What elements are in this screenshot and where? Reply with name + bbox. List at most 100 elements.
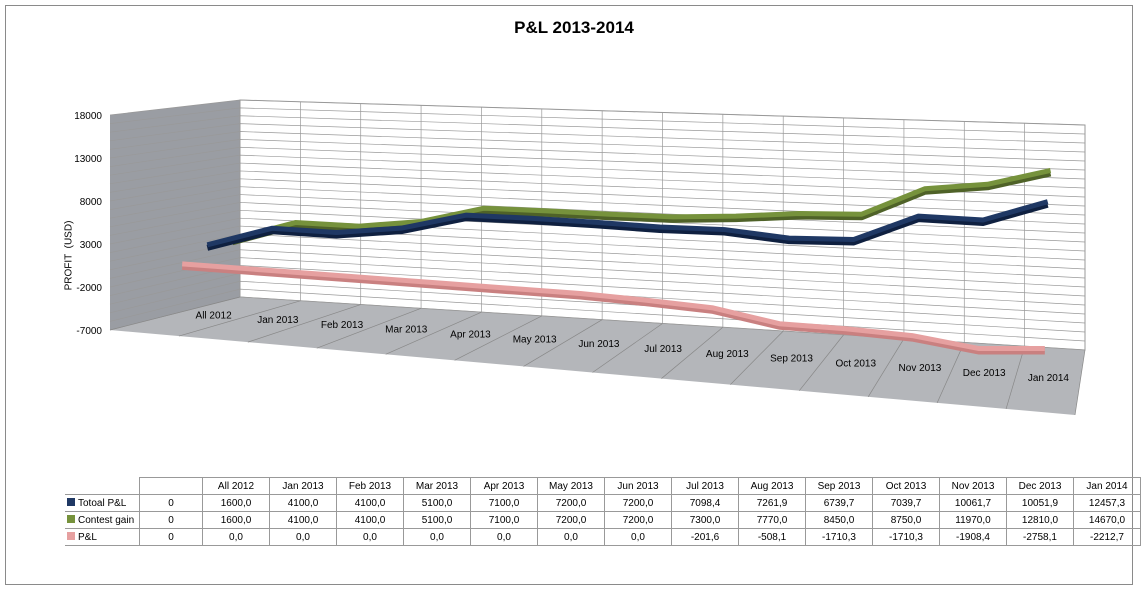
table-cell: -2212,7 [1073,528,1141,546]
table-header-row: All 2012 Jan 2013 Feb 2013 Mar 2013 Apr 2013… [65,477,1141,495]
x-tick-label: Jul 2013 [644,344,682,355]
table-cell: 0 [139,511,203,529]
legend-swatch [67,531,75,540]
left-wall [110,100,240,330]
chart-title: P&L 2013-2014 [514,18,634,37]
series-line-shadow [181,263,1045,355]
column-header: Aug 2013 [738,477,806,495]
table-cell: 12457,3 [1073,494,1141,512]
table-cell: 7100,0 [470,511,538,529]
blank [65,478,140,495]
series-name: P&L [78,531,97,543]
x-tick-label: Nov 2013 [899,363,942,374]
series-line-0 [206,199,1049,248]
table-cell: 0 [139,494,203,512]
series-line-shadow [206,201,1049,251]
table-cell: 10061,7 [939,494,1007,512]
x-tick-label: Oct 2013 [835,358,876,369]
table-row: Totoal P&L 0 1600,0 4100,0 4100,0 5100,0 7100,… [65,494,1141,512]
table-cell: 7770,0 [738,511,806,529]
floor-gridline [385,311,482,355]
x-tick-label: Aug 2013 [706,349,749,360]
x-tick-label: May 2013 [513,334,557,345]
floor-gridline [109,296,241,331]
floor-gridline [178,300,301,337]
table-cell: 5100,0 [403,511,471,529]
table-cell: 1600,0 [202,494,270,512]
table-cell: 7200,0 [537,494,605,512]
table-cell: 0,0 [537,528,605,546]
table-cell: 4100,0 [336,494,404,512]
floor [110,297,1085,415]
x-tick-label: Sep 2013 [770,354,813,365]
series-line-2 [181,261,1045,352]
legend-swatch [67,514,75,523]
table-cell: 0,0 [470,528,538,546]
column-header: All 2012 [202,477,270,495]
table-cell: 7039,7 [872,494,940,512]
x-tick-label: Dec 2013 [963,368,1006,379]
table-cell: 0,0 [269,528,337,546]
column-header: Jun 2013 [604,477,672,495]
blank [139,477,203,495]
table-cell: 11970,0 [939,511,1007,529]
table-cell: 1600,0 [202,511,270,529]
floor-gridline [936,342,965,404]
x-tick-label: Jan 2013 [257,315,299,326]
column-header: Jan 2014 [1073,477,1141,495]
floor-gridline [523,319,603,367]
table-cell: 4100,0 [269,511,337,529]
column-header: Feb 2013 [336,477,404,495]
floor-gridline [592,323,663,373]
floor-gridline [316,308,422,349]
table-cell: -201,6 [671,528,739,546]
column-header: Nov 2013 [939,477,1007,495]
x-tick-label: Feb 2013 [321,320,364,331]
table-cell: 8750,0 [872,511,940,529]
x-tick-label: All 2012 [196,310,233,321]
table-cell: -1710,3 [805,528,873,546]
legend-entry: Totoal P&L [65,494,140,512]
table-cell: 12810,0 [1006,511,1074,529]
table-cell: 7261,9 [738,494,806,512]
x-tick-label: Mar 2013 [385,325,428,336]
y-tick-label: 18000 [74,111,102,122]
table-cell: 5100,0 [403,494,471,512]
column-header: May 2013 [537,477,605,495]
table-cell: 0,0 [604,528,672,546]
column-header: Dec 2013 [1006,477,1074,495]
table-row: P&L 0 0,0 0,0 0,0 0,0 0,0 0,0 0,0 -201,6 -508,1 -17… [65,528,1141,546]
y-tick-label: 8000 [80,197,103,208]
series-line-1 [231,167,1052,242]
floor-gridline [730,330,784,385]
table-cell: 7300,0 [671,511,739,529]
table-cell: 8450,0 [805,511,873,529]
x-tick-label: Jun 2013 [578,339,620,350]
table-cell: 7100,0 [470,494,538,512]
table-cell: 7200,0 [604,511,672,529]
table-cell: -508,1 [738,528,806,546]
x-tick-label: Apr 2013 [450,330,491,341]
table-cell: 7098,4 [671,494,739,512]
table-row: Contest gain 0 1600,0 4100,0 4100,0 5100,0 710… [65,511,1141,529]
legend-entry: Contest gain [65,511,140,529]
table-cell: -1908,4 [939,528,1007,546]
column-header: Oct 2013 [872,477,940,495]
table-cell: 14670,0 [1073,511,1141,529]
floor-gridline [247,304,361,343]
column-header: Sep 2013 [805,477,873,495]
floor-gridline [799,334,844,391]
x-tick-label: Jan 2014 [1028,373,1070,384]
table-cell: -2758,1 [1006,528,1074,546]
data-table: All 2012 Jan 2013 Feb 2013 Mar 2013 Apr 2013… [65,477,1141,546]
table-cell: 10051,9 [1006,494,1074,512]
table-cell: 0,0 [403,528,471,546]
y-tick-label: 3000 [80,240,103,251]
table-cell: 4100,0 [336,511,404,529]
table-cell: 7200,0 [537,511,605,529]
table-cell: 0,0 [202,528,270,546]
floor-gridline [867,338,905,397]
legend-entry: P&L [65,528,140,546]
table-cell: 6739,7 [805,494,873,512]
